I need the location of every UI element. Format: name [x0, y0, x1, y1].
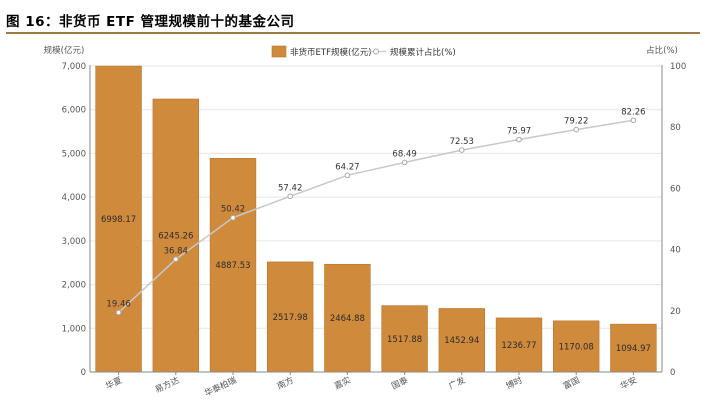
x-tick-label: 广发 — [447, 375, 468, 392]
y-tick-label-right: 0 — [670, 368, 675, 378]
y-tick-label-left: 7,000 — [62, 62, 86, 72]
x-tick-label: 嘉实 — [333, 375, 353, 392]
bar — [438, 308, 485, 373]
y-tick-label-left: 0 — [81, 368, 86, 378]
bar — [381, 305, 428, 373]
y-tick-label-right: 20 — [670, 307, 681, 317]
line-point — [630, 117, 637, 124]
legend-line-label: 规模累计占比(%) — [390, 47, 456, 58]
bar — [610, 323, 657, 373]
title-rule — [6, 32, 700, 34]
line-point — [344, 172, 351, 179]
y-tick-label-left: 6,000 — [62, 106, 86, 116]
line-point — [173, 256, 179, 263]
x-tick-label: 富国 — [561, 375, 581, 392]
y-tick-label-right: 80 — [670, 123, 681, 133]
x-tick-label: 华夏 — [104, 375, 125, 392]
line-value-label: 36.84 — [164, 246, 188, 256]
figure-title: 图 16：非货币 ETF 管理规模前十的基金公司 — [6, 14, 295, 30]
x-tick-label: 南方 — [275, 375, 295, 392]
line-value-label: 19.46 — [106, 299, 130, 309]
y-tick-label-right: 100 — [670, 62, 686, 72]
x-tick-label: 华安 — [619, 375, 639, 392]
y-tick-label-left: 3,000 — [62, 237, 86, 247]
line-value-label: 68.49 — [392, 149, 416, 159]
bar-series: 6998.17 6245.26 4887.53 2517.98 2464.88 1517.… — [95, 65, 657, 373]
x-tick-label: 国泰 — [390, 375, 411, 392]
y-tick-label-left: 4,000 — [62, 193, 86, 203]
bar-value-label: 1517.88 — [387, 335, 422, 345]
x-tick-label: 易方达 — [153, 375, 181, 396]
legend: 非货币ETF规模(亿元) 规模累计占比(%) — [271, 45, 456, 58]
cumulative-line — [118, 119, 634, 314]
line-point — [573, 126, 580, 133]
x-tick-label: 博时 — [504, 375, 525, 392]
y-axis-title-right: 占比(%) — [646, 45, 678, 56]
line-value-label: 72.53 — [450, 137, 474, 147]
line-point — [115, 309, 122, 316]
line-point — [459, 147, 465, 153]
line-point — [287, 193, 294, 200]
bar-value-label: 1170.08 — [559, 342, 594, 352]
bar-value-label: 1236.77 — [501, 341, 536, 351]
y-axis-title-left: 规模(亿元) — [44, 45, 85, 56]
y-tick-label-left: 1,000 — [62, 324, 86, 334]
bar-value-label: 6998.17 — [101, 215, 136, 225]
y-tick-label-right: 60 — [670, 184, 681, 194]
line-value-label: 50.42 — [221, 205, 245, 215]
line-value-label: 75.97 — [507, 127, 531, 137]
line-point — [516, 136, 522, 143]
x-tick-label: 华泰柏瑞 — [203, 375, 239, 400]
legend-bar-swatch — [271, 45, 287, 58]
cumulative-line-series: 19.46 36.84 50.42 57.42 64.27 68.49 72.53 75.97… — [106, 107, 646, 316]
legend-bar-label: 非货币ETF规模(亿元) — [290, 47, 372, 58]
y-tick-label-left: 5,000 — [62, 149, 86, 159]
line-value-label: 57.42 — [278, 183, 302, 193]
bar-value-label: 1094.97 — [616, 344, 651, 354]
bar-value-label: 1452.94 — [444, 336, 479, 346]
line-point — [401, 159, 408, 166]
bar-value-label: 2517.98 — [273, 313, 308, 323]
bar — [495, 317, 543, 373]
bar-value-label: 2464.88 — [330, 314, 365, 324]
line-point — [230, 214, 236, 221]
line-value-label: 82.26 — [621, 107, 645, 117]
y-tick-label-right: 40 — [670, 246, 681, 256]
legend-line-marker — [373, 48, 379, 55]
bar-value-label: 4887.53 — [215, 261, 250, 271]
figure-header: 图 16：非货币 ETF 管理规模前十的基金公司 — [6, 6, 700, 34]
bar — [95, 65, 142, 373]
y-tick-label-left: 2,000 — [62, 281, 86, 291]
line-value-label: 79.22 — [564, 117, 588, 127]
line-value-label: 64.27 — [335, 162, 359, 172]
bar-value-label: 6245.26 — [158, 231, 193, 241]
bar — [553, 320, 600, 373]
